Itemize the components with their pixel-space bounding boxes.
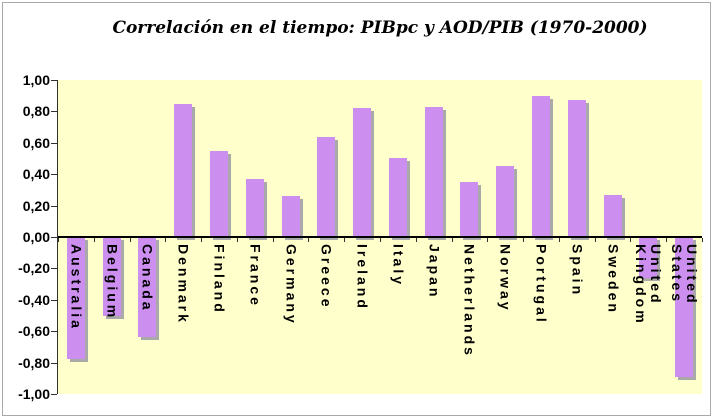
y-tick-mark — [51, 268, 57, 269]
category-tick-mark — [94, 238, 95, 242]
y-tick-mark — [51, 111, 57, 112]
category-label-portugal: Portugal — [533, 244, 550, 325]
bar-australia — [67, 237, 85, 359]
category-tick-mark — [273, 238, 274, 242]
zero-axis-line — [58, 236, 702, 238]
y-tick-mark — [51, 363, 57, 364]
bar-united-states — [675, 237, 693, 377]
y-tick-label: -0,20 — [18, 260, 50, 276]
bar-greece — [317, 137, 335, 237]
category-tick-mark — [58, 238, 59, 242]
bar-sweden — [604, 195, 622, 237]
y-tick-mark — [51, 237, 57, 238]
category-label-denmark: Denmark — [175, 244, 192, 325]
bar-france — [246, 179, 264, 237]
category-label-united-states: United States — [669, 244, 700, 306]
y-tick-label: 1,00 — [22, 72, 50, 88]
category-tick-mark — [201, 238, 202, 242]
y-axis-line — [57, 80, 58, 394]
y-tick-label: 0,20 — [22, 198, 50, 214]
bar-belgium — [103, 237, 121, 316]
y-tick-label: -0,80 — [18, 355, 50, 371]
bar-denmark — [174, 104, 192, 237]
category-tick-mark — [130, 238, 131, 242]
chart-title: Correlación en el tiempo: PIBpc y AOD/PI… — [112, 18, 648, 38]
category-label-finland: Finland — [211, 244, 228, 315]
category-tick-mark — [559, 238, 560, 242]
bar-portugal — [532, 96, 550, 237]
y-tick-label: -0,40 — [18, 292, 50, 308]
y-tick-label: 0,60 — [22, 135, 50, 151]
category-label-australia: Australia — [68, 244, 85, 331]
category-tick-mark — [702, 238, 703, 242]
category-tick-mark — [523, 238, 524, 242]
y-tick-mark — [51, 80, 57, 81]
category-label-ireland: Ireland — [354, 244, 371, 311]
y-tick-mark — [51, 206, 57, 207]
bar-netherlands — [460, 182, 478, 237]
bar-italy — [389, 158, 407, 237]
bar-japan — [425, 107, 443, 237]
y-tick-label: 0,40 — [22, 166, 50, 182]
category-label-japan: Japan — [426, 244, 443, 300]
category-tick-mark — [344, 238, 345, 242]
y-tick-mark — [51, 174, 57, 175]
y-tick-mark — [51, 394, 57, 395]
category-label-norway: Norway — [497, 244, 514, 313]
category-tick-mark — [595, 238, 596, 242]
bar-canada — [138, 237, 156, 337]
y-tick-label: 0,00 — [22, 229, 50, 245]
bar-finland — [210, 151, 228, 237]
category-tick-mark — [416, 238, 417, 242]
category-label-belgium: Belgium — [104, 244, 121, 321]
category-label-united-kingdom: United Kingdom — [633, 244, 664, 326]
bar-spain — [568, 100, 586, 237]
y-tick-mark — [51, 300, 57, 301]
category-label-canada: Canada — [139, 244, 156, 313]
y-tick-label: 0,80 — [22, 103, 50, 119]
category-tick-mark — [452, 238, 453, 242]
category-label-spain: Spain — [569, 244, 586, 298]
bar-norway — [496, 166, 514, 237]
category-label-greece: Greece — [318, 244, 335, 310]
y-tick-label: -1,00 — [18, 386, 50, 402]
category-label-netherlands: Netherlands — [461, 244, 478, 358]
category-label-france: France — [247, 244, 264, 308]
category-tick-mark — [380, 238, 381, 242]
bar-germany — [282, 196, 300, 237]
category-label-germany: Germany — [283, 244, 300, 326]
category-tick-mark — [630, 238, 631, 242]
bar-united-kingdom — [639, 237, 657, 278]
bar-ireland — [353, 108, 371, 237]
category-tick-mark — [165, 238, 166, 242]
y-tick-mark — [51, 143, 57, 144]
y-tick-label: -0,60 — [18, 323, 50, 339]
category-tick-mark — [666, 238, 667, 242]
category-label-italy: Italy — [390, 244, 407, 288]
category-tick-mark — [308, 238, 309, 242]
category-label-sweden: Sweden — [605, 244, 622, 315]
category-tick-mark — [237, 238, 238, 242]
y-tick-mark — [51, 331, 57, 332]
category-tick-mark — [487, 238, 488, 242]
